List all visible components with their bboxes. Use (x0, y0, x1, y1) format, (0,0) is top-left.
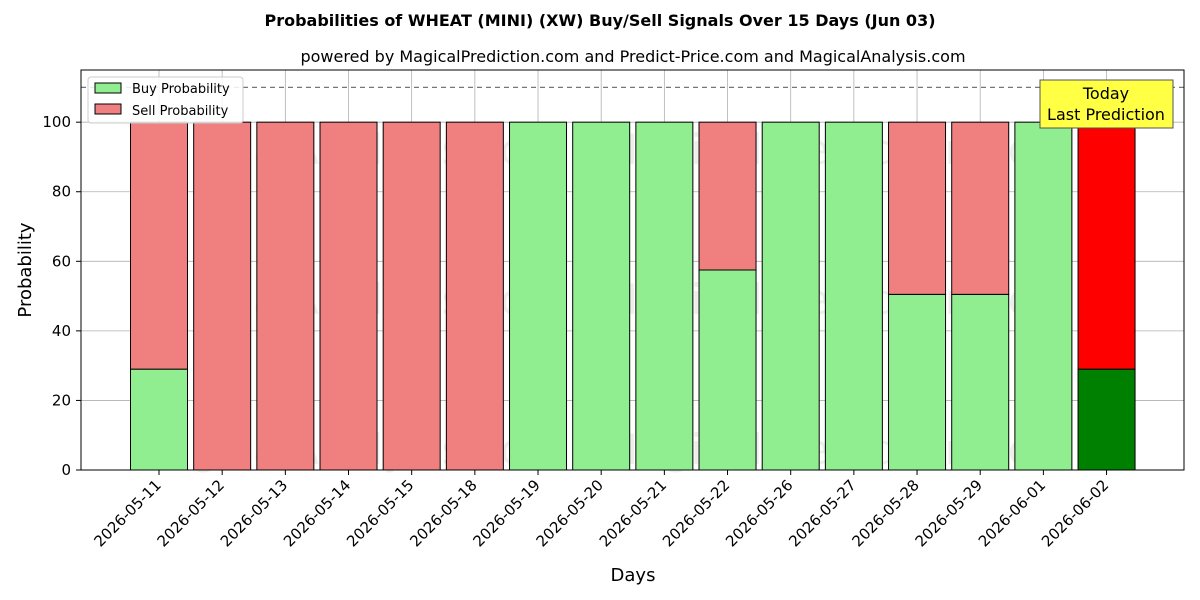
today-annotation-line-2: Last Prediction (1047, 105, 1165, 124)
bar-sell (130, 121, 188, 370)
x-tick-label: 2026-05-14 (280, 476, 354, 550)
x-tick-label: 2026-05-27 (785, 476, 859, 550)
bar-sell (1077, 121, 1136, 370)
y-tick-label: 40 (52, 322, 71, 340)
bar-buy (1014, 121, 1073, 471)
x-tick-label: 2026-05-28 (848, 476, 922, 550)
x-tick-label: 2026-05-22 (659, 476, 733, 550)
bar-sell (951, 121, 1010, 295)
y-tick-label: 0 (61, 461, 71, 479)
x-tick-label: 2026-05-12 (154, 476, 228, 550)
bar-buy (572, 121, 631, 471)
bar-sell (319, 121, 378, 471)
bar-sell (382, 121, 441, 471)
bar-buy (824, 121, 883, 471)
bar-buy (761, 121, 820, 471)
x-tick-label: 2026-05-21 (596, 476, 670, 550)
legend-swatch-sell (94, 103, 122, 115)
x-ticks: 2026-05-112026-05-122026-05-132026-05-14… (90, 470, 1112, 550)
x-tick-label: 2026-06-01 (975, 476, 1049, 550)
bar-buy (130, 368, 188, 471)
x-tick-label: 2026-05-29 (912, 476, 986, 550)
y-tick-label: 60 (52, 252, 71, 270)
x-tick-label: 2026-05-15 (343, 476, 417, 550)
legend-label-buy: Buy Probability (132, 82, 230, 97)
bar-buy (509, 121, 568, 471)
bar-sell (256, 121, 315, 471)
bar-sell (193, 121, 252, 471)
today-annotation: Today Last Prediction (1039, 79, 1174, 129)
bars (130, 121, 1136, 471)
bar-buy (1077, 368, 1136, 471)
bar-sell (888, 121, 947, 295)
chart-subtitle: powered by MagicalPrediction.com and Pre… (300, 47, 965, 66)
x-tick-label: 2026-05-19 (469, 476, 543, 550)
legend-box (87, 76, 244, 124)
chart-title: Probabilities of WHEAT (MINI) (XW) Buy/S… (264, 11, 935, 30)
legend-label-sell: Sell Probability (132, 104, 229, 119)
bar-buy (698, 269, 757, 471)
x-tick-label: 2026-05-18 (406, 476, 480, 550)
y-tick-label: 100 (42, 113, 71, 131)
bar-buy (635, 121, 694, 471)
bar-buy (888, 293, 947, 471)
x-tick-label: 2026-05-11 (90, 476, 164, 550)
plot-frame (80, 69, 1185, 471)
legend: Buy Probability Sell Probability (87, 76, 244, 124)
x-tick-label: 2026-05-26 (722, 476, 796, 550)
y-tick-label: 80 (52, 183, 71, 201)
today-annotation-line-1: Today (1082, 84, 1129, 103)
legend-swatch-buy (94, 82, 122, 94)
bar-sell (445, 121, 504, 471)
y-ticks: 0 20 40 60 80 100 (42, 113, 81, 479)
bar-sell (698, 121, 757, 271)
x-tick-label: 2026-05-13 (217, 476, 291, 550)
x-tick-label: 2026-05-20 (533, 476, 607, 550)
y-tick-label: 20 (52, 391, 71, 409)
today-annotation-box (1039, 79, 1174, 129)
bar-buy (951, 293, 1010, 471)
x-axis-label: Days (611, 565, 656, 586)
y-axis-label: Probability (15, 222, 36, 317)
x-tick-label: 2026-06-02 (1038, 476, 1112, 550)
